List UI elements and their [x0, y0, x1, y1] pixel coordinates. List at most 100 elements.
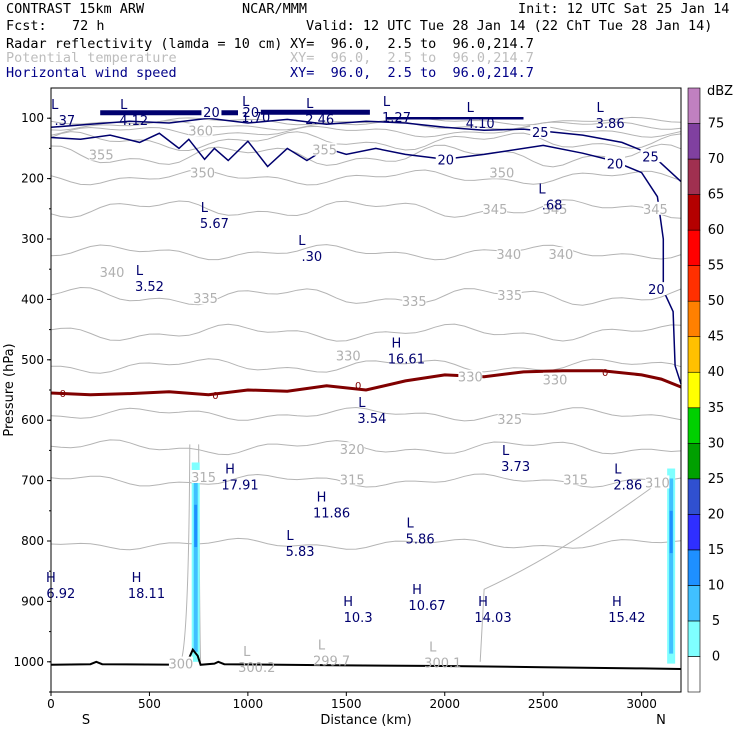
theta-label: 335	[497, 289, 522, 304]
extremum-value: .30	[302, 250, 323, 265]
extremum-type: L	[538, 183, 546, 198]
freezing-level: 0 0 0 0	[50, 368, 682, 402]
theta-contour-line	[50, 537, 682, 551]
y-axis-label: Pressure (hPa)	[2, 343, 17, 436]
theta-label-bg	[190, 165, 215, 179]
theta-label-bg	[497, 411, 522, 425]
theta-label-bg	[340, 472, 365, 486]
wind-label: 20	[607, 158, 624, 173]
theta-label: 340	[100, 266, 125, 281]
theta-label: 350	[489, 167, 514, 182]
x-end-label-north: N	[656, 713, 666, 728]
theta-contours	[50, 116, 682, 662]
colorbar-title: dBZ	[707, 84, 733, 99]
extremum-type: H	[612, 595, 622, 610]
theta-label-bg	[543, 201, 567, 215]
extremum-type: L	[383, 95, 391, 110]
zero-isotherm-line	[50, 369, 682, 397]
theta-label-bg	[458, 369, 483, 383]
wind-label-bg	[605, 156, 626, 170]
extremum-value: 4.10	[466, 117, 495, 132]
extremum-type: L	[136, 264, 144, 279]
extremum-value: 299.7	[313, 655, 350, 670]
extremum-value: 3.86	[596, 117, 625, 132]
colorbar-bin	[687, 371, 701, 409]
extremum-value: 1.27	[382, 111, 411, 126]
terrain-line	[50, 647, 682, 670]
extremum-value: 3.73	[501, 460, 530, 475]
x-tick-label: 3000	[626, 697, 657, 711]
colorbar-bin	[687, 194, 701, 231]
extremum-value: 1.70	[241, 111, 270, 126]
extremum-value: 4.12	[119, 114, 148, 129]
x-tick-label: 1500	[331, 697, 362, 711]
wind-label-bg	[646, 282, 667, 296]
theta-label-bg	[191, 469, 216, 483]
theta-label: 345	[643, 203, 668, 218]
theta-contour-line	[50, 169, 682, 186]
wind-label: 20	[203, 106, 220, 121]
colorbar-bin	[687, 620, 701, 657]
terrain	[50, 647, 682, 670]
y-tick-label: 900	[21, 594, 44, 608]
theta-label-bg	[643, 201, 668, 215]
theta-contour-line	[50, 323, 682, 342]
colorbar-level-label: 5	[712, 614, 720, 629]
colorbar-level-label: 25	[708, 472, 725, 487]
y-tick-label: 600	[21, 413, 44, 427]
extremum-value: 15.42	[608, 611, 645, 626]
extrema-labels: L.37L4.12L1.70L2.46L1.27L4.10L3.86L5.67L…	[46, 95, 646, 676]
extremum-value: 300.1	[424, 657, 461, 672]
theta-label-bg	[312, 142, 337, 156]
field-xy-wind: XY= 96.0, 2.5 to 96.0,214.7	[290, 65, 534, 81]
colorbar-bin	[687, 514, 701, 551]
extremum-value: 3.52	[135, 280, 164, 295]
theta-label: 325	[497, 413, 522, 428]
x-tick-label: 2500	[528, 697, 559, 711]
center-name: NCAR/MMM	[242, 1, 308, 17]
theta-label-bg	[563, 472, 588, 486]
extremum-type: L	[318, 639, 326, 654]
wind-label: 20	[437, 153, 454, 168]
valid-time: Valid: 12 UTC Tue 28 Jan 14 (22 ChT Tue …	[306, 18, 713, 34]
wind-contour-20	[50, 132, 682, 385]
extremum-value: 2.86	[613, 478, 642, 493]
wind-label-bg	[640, 149, 661, 163]
theta-contour-line	[50, 131, 682, 152]
colorbar-level-label: 35	[708, 401, 725, 416]
theta-label: 360	[188, 124, 213, 139]
colorbar-bin	[687, 656, 701, 693]
extremum-type: H	[132, 571, 142, 586]
extremum-type: H	[478, 595, 488, 610]
colorbar-bin	[687, 442, 701, 480]
wind-label-bg	[240, 105, 261, 119]
x-tick-label: 2000	[429, 697, 460, 711]
extremum-type: H	[391, 337, 401, 352]
reflectivity-column-mid	[193, 472, 198, 652]
theta-label-bg	[188, 123, 213, 137]
wind-label-bg	[201, 105, 222, 119]
fcst-value: 72 h	[72, 18, 105, 34]
zero-isotherm-label: 0	[355, 381, 361, 392]
extremum-type: L	[120, 98, 128, 113]
contour-labels: 360 355 355 350 350 345 345 345 340 340 340 335 335 3…	[89, 105, 670, 673]
extremum-type: H	[225, 462, 235, 477]
theta-contour-line	[50, 358, 682, 374]
wind-label: 25	[532, 126, 549, 141]
extremum-type: L	[407, 517, 415, 532]
wind-label: 20	[648, 283, 665, 298]
x-axis-label: Distance (km)	[320, 713, 411, 728]
extremum-value: 18.11	[128, 587, 165, 602]
colorbar-bin	[687, 123, 701, 160]
extremum-value: 11.86	[313, 507, 350, 522]
zero-isotherm-label: 0	[60, 389, 66, 400]
extremum-type: L	[467, 101, 475, 116]
theta-label-bg	[402, 294, 427, 308]
y-tick-label: 1000	[13, 655, 44, 669]
field-name-wind: Horizontal wind speed	[6, 65, 177, 81]
colorbar-bin	[687, 265, 701, 302]
theta-label: 355	[89, 148, 114, 163]
reflectivity-column-core	[669, 510, 673, 554]
theta-label: 315	[191, 471, 216, 486]
theta-label: 315	[563, 473, 588, 488]
